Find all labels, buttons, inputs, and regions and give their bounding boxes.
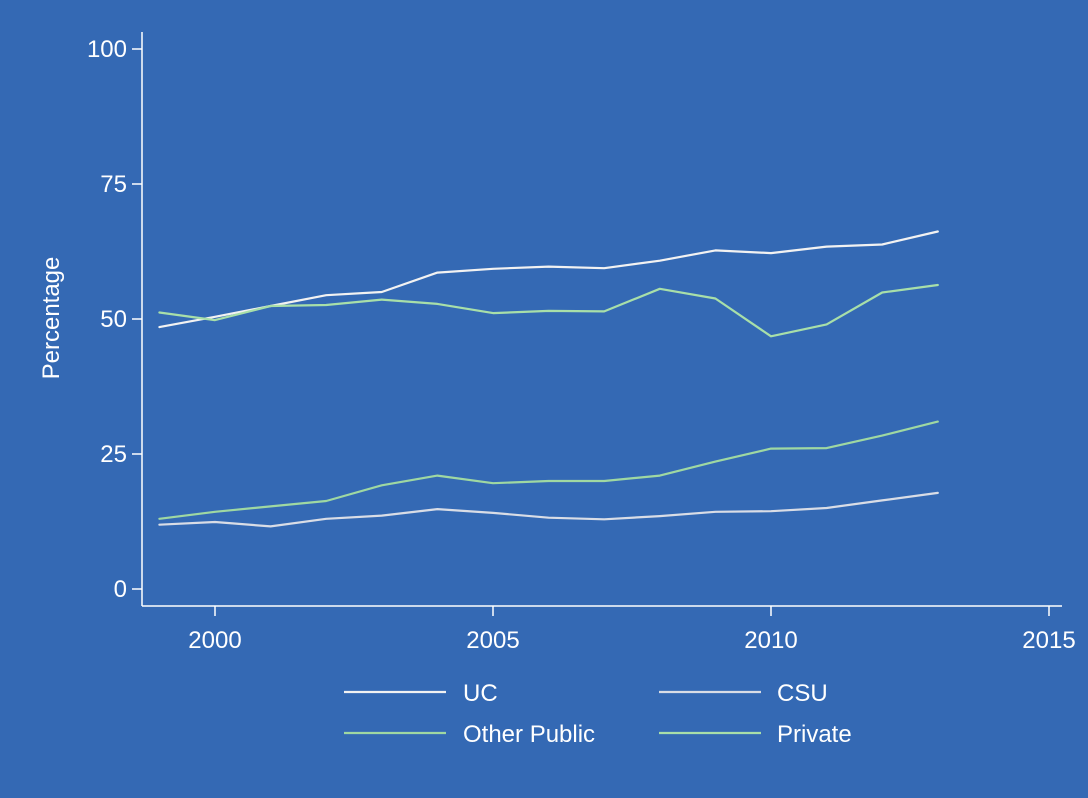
y-tick-label: 25: [100, 441, 127, 468]
y-tick-label: 50: [100, 306, 127, 333]
x-tick-label: 2015: [1022, 627, 1075, 654]
x-tick-label: 2010: [744, 627, 797, 654]
ticks: 0 25 50 75 100 2000 2005 2010 2015: [87, 36, 1076, 654]
x-tick-label: 2000: [188, 627, 241, 654]
legend-label-private: Private: [777, 721, 852, 748]
series-line-uc: [158, 230, 939, 329]
series-line-csu: [158, 491, 939, 528]
legend-label-other-public: Other Public: [463, 721, 595, 748]
series-lines: [158, 230, 939, 528]
y-tick-label: 0: [114, 576, 127, 603]
legend-label-uc: UC: [463, 680, 498, 707]
x-tick-label: 2005: [466, 627, 519, 654]
y-tick-label: 75: [100, 171, 127, 198]
series-line-private: [158, 283, 939, 338]
legend-label-csu: CSU: [777, 680, 828, 707]
y-tick-label: 100: [87, 36, 127, 63]
series-line-other-public: [158, 420, 939, 520]
legend: UC CSU Other Public Private: [344, 680, 852, 748]
y-axis-label: Percentage: [38, 257, 65, 380]
